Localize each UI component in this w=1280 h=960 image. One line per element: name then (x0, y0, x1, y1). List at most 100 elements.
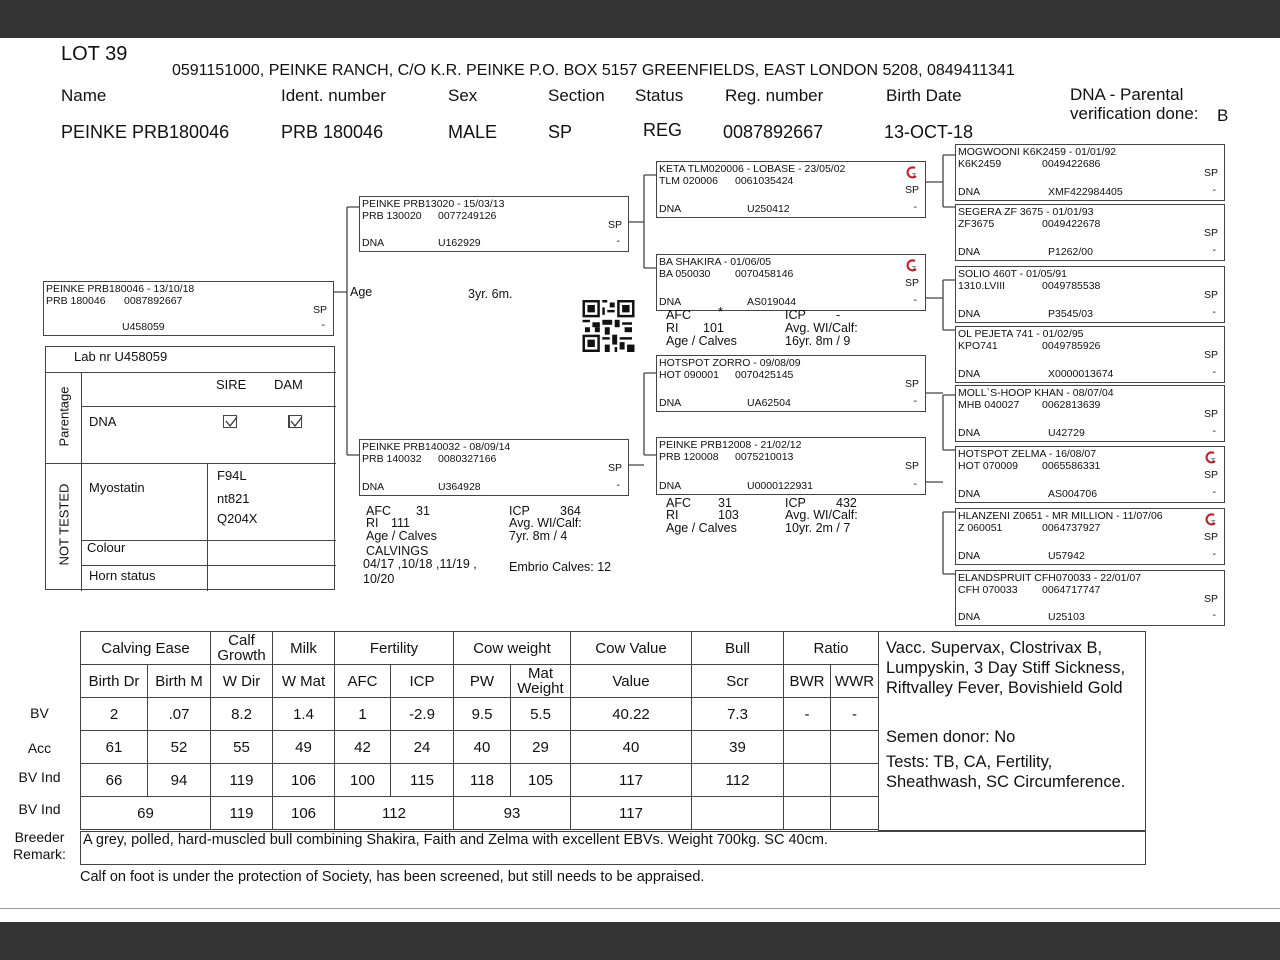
dna-label: DNA (958, 488, 981, 500)
column-header: BWR (783, 664, 831, 698)
animal-title: HLANZENI Z0651 - MR MILLION - 11/07/06 (958, 510, 1163, 522)
status-dash: - (1212, 244, 1217, 256)
dna-label: DNA (958, 246, 981, 258)
qr-code-icon (582, 300, 635, 352)
reg-number: 0070458146 (735, 268, 794, 280)
dna-label: DNA (958, 550, 981, 562)
pedigree-box-sire-dam[interactable]: BA SHAKIRA - 01/06/05 BA 050030 0070458146… (656, 254, 926, 311)
reg-number: 0062813639 (1042, 399, 1101, 411)
sd-ri-label: RI (666, 321, 679, 335)
sd-afc: * (718, 305, 723, 319)
column-header: Scr (691, 664, 784, 698)
value-cell (830, 763, 879, 797)
dna-number: AS004706 (1048, 488, 1098, 500)
label-name: Name (61, 86, 107, 105)
pedigree-box-sire[interactable]: PEINKE PRB13020 - 15/03/13 PRB 130020 0077… (359, 196, 629, 252)
value-cell (783, 796, 831, 830)
section: SP (1203, 469, 1218, 481)
status-dash: - (616, 235, 621, 247)
row-label-bv-ind-2: BV Ind (18, 801, 61, 817)
value-cell: 112 (334, 796, 454, 830)
pedigree-box-ggp[interactable]: OL PEJETA 741 - 01/02/95 KPO741 0049785926… (955, 326, 1225, 383)
sd-age-calves: 16yr. 8m / 9 (785, 334, 851, 348)
pedigree-box-ggp[interactable]: HOTSPOT ZELMA - 16/08/07 HOT 070009 006558… (955, 446, 1225, 503)
ident-number: K6K2459 (958, 158, 1002, 170)
dna-number: U364928 (438, 481, 481, 493)
group-header: Cow weight (453, 631, 571, 665)
sire-header: SIRE (216, 377, 247, 392)
check-icon (225, 416, 238, 428)
pedigree-box-sire-sire[interactable]: KETA TLM020006 - LOBASE - 23/05/02 TLM 02… (656, 161, 926, 218)
table-row: 61 52 55 49 42 24 40 29 40 39 (80, 730, 879, 764)
value-section: SP (548, 122, 573, 142)
value-cell: 112 (691, 763, 784, 797)
tests: Tests: TB, CA, Fertility, Sheathwash, SC… (886, 753, 1126, 791)
dam-calvings-2: 10/20 (363, 572, 395, 586)
dna-label: DNA (659, 296, 682, 308)
value-cell (691, 796, 784, 830)
myostatin-value: nt821 (217, 491, 250, 506)
value-cell: 1.4 (272, 697, 335, 731)
animal-title: BA SHAKIRA - 01/06/05 (659, 256, 772, 268)
ident-number: MHB 040027 (958, 399, 1020, 411)
value-cell: 8.2 (210, 697, 273, 731)
value-cell: 2 (80, 697, 148, 731)
status-dash: - (616, 479, 621, 491)
pedigree-box-ggp[interactable]: SOLIO 460T - 01/05/91 1310.LVIII 004978553… (955, 266, 1225, 323)
section: SP (1203, 227, 1218, 239)
value-cell: 24 (390, 730, 454, 764)
pedigree-box-ggp[interactable]: MOLL`S-HOOP KHAN - 08/07/04 MHB 040027 006… (955, 385, 1225, 442)
sd-icp: - (836, 308, 841, 322)
column-header: W Mat (272, 664, 335, 698)
pedigree-box-dam-sire[interactable]: HOTSPOT ZORRO - 09/08/09 HOT 090001 007042… (656, 355, 926, 412)
group-header: Cow Value (570, 631, 692, 665)
footer-note: Calf on foot is under the protection of … (80, 869, 705, 885)
value-cell: 29 (510, 730, 571, 764)
status-dash: - (1212, 425, 1217, 437)
row-label-bv-ind: BV Ind (18, 769, 61, 785)
value-cell: 93 (453, 796, 571, 830)
pedigree-box-ggp[interactable]: SEGERA ZF 3675 - 01/01/93 ZF3675 004942267… (955, 204, 1225, 261)
top-bar (0, 0, 1280, 38)
bottom-bar (0, 922, 1280, 960)
section: SP (1203, 408, 1218, 420)
status-dash: - (321, 319, 326, 331)
dna-label: DNA (958, 308, 981, 320)
animal-title: MOLL`S-HOOP KHAN - 08/07/04 (958, 387, 1114, 399)
age-value: 3yr. 6m. (468, 287, 513, 301)
dna-number: U458059 (122, 321, 165, 333)
value-cell: 100 (334, 763, 391, 797)
reg-number: 0049422686 (1042, 158, 1101, 170)
column-header: Birth Dr (80, 664, 148, 698)
dd-avg-label: Avg. WI/Calf: (785, 508, 858, 522)
dna-label: DNA (362, 481, 385, 493)
pedigree-box-dam[interactable]: PEINKE PRB140032 - 08/09/14 PRB 140032 008… (359, 439, 629, 496)
pedigree-box-ggp[interactable]: ELANDSPRUIT CFH070033 - 22/01/07 CFH 0700… (955, 570, 1225, 626)
parentage-label: Parentage (56, 386, 72, 447)
section: SP (904, 277, 919, 289)
ident-number: PRB 140032 (362, 453, 422, 465)
label-status: Status (635, 86, 684, 105)
age-label: Age (350, 285, 373, 299)
dna-label: DNA (958, 186, 981, 198)
pedigree-box-animal[interactable]: PEINKE PRB180046 - 13/10/18 PRB 180046 008… (43, 281, 334, 336)
value-reg: 0087892667 (723, 122, 824, 142)
dna-number: U57942 (1048, 550, 1085, 562)
label-birth: Birth Date (886, 86, 962, 105)
sire-dna-checkbox[interactable] (223, 415, 238, 428)
pedigree-box-dam-dam[interactable]: PEINKE PRB12008 - 21/02/12 PRB 120008 0075… (656, 437, 926, 495)
dna-number: AS019044 (747, 296, 797, 308)
dam-ri-label: RI (366, 516, 379, 530)
value-cell: 119 (210, 763, 273, 797)
pedigree-box-ggp[interactable]: MOGWOONI K6K2459 - 01/01/92 K6K2459 004942… (955, 144, 1225, 201)
value-cell: -2.9 (390, 697, 454, 731)
status-dash: - (1212, 486, 1217, 498)
dam-dna-checkbox[interactable] (288, 415, 303, 428)
reg-number: 0061035424 (735, 175, 794, 187)
pedigree-box-ggp[interactable]: HLANZENI Z0651 - MR MILLION - 11/07/06 Z … (955, 508, 1225, 565)
genetics-logo-icon: T (1205, 513, 1216, 527)
status-dash: - (913, 201, 918, 213)
ident-number: PRB 120008 (659, 451, 719, 463)
table-row: 66 94 119 106 100 115 118 105 117 112 (80, 763, 879, 797)
value-cell: 61 (80, 730, 148, 764)
